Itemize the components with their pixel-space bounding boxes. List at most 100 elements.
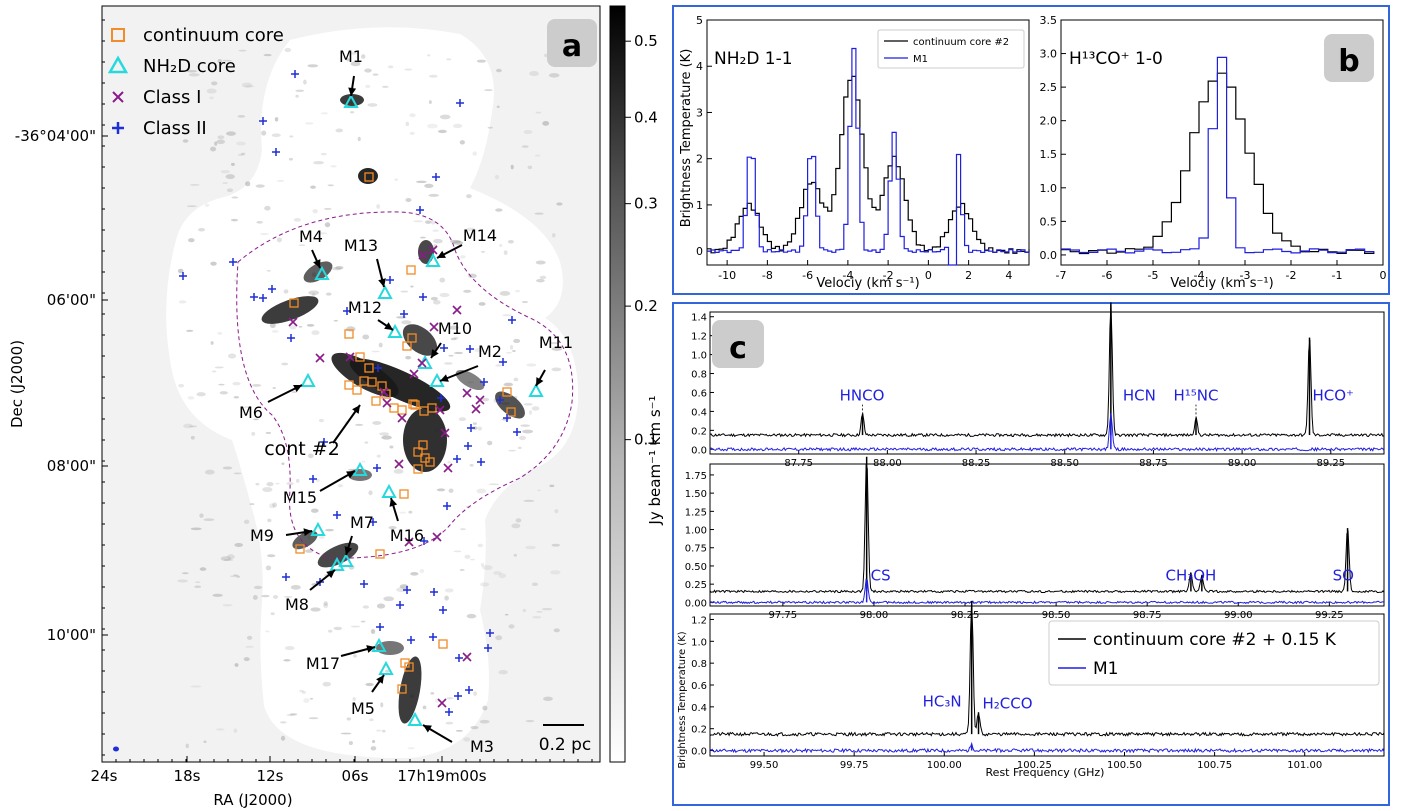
noise-speck <box>350 111 355 114</box>
y-tick-label: 1 <box>696 199 703 212</box>
noise-speck <box>306 324 315 327</box>
noise-speck <box>220 169 230 174</box>
noise-speck <box>215 728 225 731</box>
x-tick-label: 88.00 <box>873 458 902 469</box>
arrow-head <box>389 498 398 507</box>
nh2d-core-marker <box>425 252 441 267</box>
colorbar-tick-label: 0.4 <box>634 108 658 126</box>
line-label-2: SO <box>1333 566 1354 584</box>
noise-speck <box>477 426 482 431</box>
noise-speck <box>535 260 546 265</box>
noise-speck <box>223 559 234 561</box>
noise-speck <box>430 296 438 301</box>
panel-a-map: M1 M2 M3 M4 M5 M6 M7 M8 M9 M10 M11 M12 M13 M14 M15 M16 M… <box>8 5 664 809</box>
noise-speck <box>508 624 515 629</box>
noise-speck <box>253 418 259 421</box>
y-tick-label: 0.8 <box>691 659 707 670</box>
y-tick-label: 2.0 <box>1040 115 1058 128</box>
class-ii-marker <box>179 272 187 280</box>
noise-speck <box>484 89 493 92</box>
y-tick-label: 0.25 <box>685 580 707 591</box>
y-tick-label: 5 <box>696 14 703 27</box>
arrow-head <box>326 570 335 579</box>
source-markers <box>179 70 544 726</box>
noise-speck <box>265 565 272 571</box>
class-ii-marker <box>465 686 473 694</box>
noise-speck <box>272 595 279 599</box>
scalebar: 0.2 pc <box>539 724 591 755</box>
continuum-core-marker <box>397 684 407 694</box>
noise-speck <box>408 510 413 514</box>
legend-c-m1: M1 <box>1093 659 1118 679</box>
noise-speck <box>307 64 319 68</box>
line-label-1: H₂CCO <box>983 694 1033 712</box>
class-ii-marker <box>386 276 394 284</box>
noise-speck <box>513 338 521 344</box>
noise-speck <box>381 85 389 88</box>
noise-speck <box>428 74 438 78</box>
y-tick-label: 1.0 <box>1040 182 1058 195</box>
noise-speck <box>439 277 446 283</box>
panel-c-frame <box>672 302 1390 806</box>
noise-speck <box>187 396 195 400</box>
noise-speck <box>233 574 238 577</box>
noise-speck <box>508 449 516 452</box>
noise-speck <box>177 268 184 274</box>
legend-c-core2: continuum core #2 + 0.15 K <box>1093 630 1337 650</box>
x-tick-label: 88.75 <box>1139 458 1168 469</box>
noise-speck <box>439 114 451 120</box>
x-tick-label: -7 <box>1056 269 1067 282</box>
noise-speck <box>234 663 239 667</box>
y-tick-label: 06'00" <box>47 291 96 309</box>
noise-speck <box>346 58 350 62</box>
y-tick-label: 3 <box>696 106 703 119</box>
nh2d-core-marker <box>300 372 316 387</box>
noise-speck <box>550 570 561 575</box>
nh2d-series-core2 <box>707 75 1030 254</box>
x-tick-label: 2 <box>965 269 972 282</box>
noise-speck <box>495 364 502 367</box>
noise-speck <box>230 218 239 222</box>
continuum-core-marker <box>352 385 362 395</box>
class-ii-marker <box>373 464 381 472</box>
legend-triangle-icon <box>107 55 129 74</box>
noise-speck <box>473 691 477 696</box>
x-tick-label: 24s <box>91 767 118 785</box>
noise-speck <box>241 152 246 156</box>
noise-speck <box>498 573 507 579</box>
noise-speck <box>448 354 454 357</box>
continuum-core-marker <box>413 447 423 457</box>
noise-speck <box>522 608 527 613</box>
arrow-head <box>346 471 355 479</box>
class-ii-marker <box>467 424 475 432</box>
noise-speck <box>478 302 486 306</box>
noise-speck <box>372 421 382 426</box>
nh2d-core-marker <box>338 552 354 567</box>
noise-speck <box>333 626 343 631</box>
noise-speck <box>289 135 294 138</box>
noise-speck <box>488 483 500 486</box>
noise-speck <box>512 349 516 352</box>
x-tick-label: 0 <box>925 269 932 282</box>
noise-speck <box>525 719 535 723</box>
noise-speck <box>400 290 409 293</box>
noise-speck <box>222 603 233 607</box>
noise-speck <box>309 697 314 700</box>
colorbar-tick-label: 0.1 <box>634 431 658 449</box>
noise-speck <box>511 523 521 529</box>
continuum-core-marker <box>408 399 418 409</box>
class-ii-marker <box>503 414 511 422</box>
noise-speck <box>299 689 304 693</box>
nh2d-core-marker <box>329 556 345 571</box>
noise-speck <box>276 180 285 182</box>
noise-speck <box>265 630 270 633</box>
x-tick-label: 89.00 <box>1228 458 1257 469</box>
noise-speck <box>521 301 528 303</box>
noise-speck <box>203 518 215 522</box>
noise-speck <box>301 690 307 695</box>
noise-speck <box>459 568 465 572</box>
noise-speck <box>428 193 440 197</box>
y-tick-label: 1.0 <box>691 351 707 362</box>
class-ii-marker <box>291 70 299 78</box>
noise-speck <box>479 719 490 724</box>
